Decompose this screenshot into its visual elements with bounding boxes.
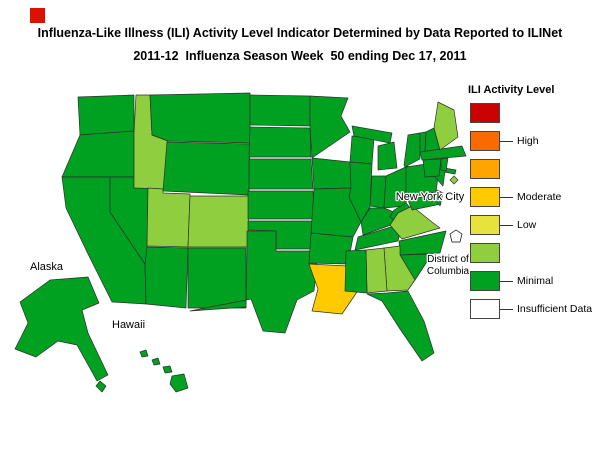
state-ak[interactable] bbox=[14, 276, 109, 382]
legend-label: High bbox=[517, 135, 539, 147]
legend-tick bbox=[500, 281, 513, 282]
state-dc[interactable] bbox=[449, 229, 463, 243]
state-nyc[interactable] bbox=[449, 175, 459, 185]
state-me[interactable] bbox=[433, 101, 459, 151]
state-ms[interactable] bbox=[344, 249, 368, 294]
state-nm[interactable] bbox=[187, 247, 247, 309]
state-hi[interactable] bbox=[151, 357, 161, 366]
legend-swatch bbox=[470, 271, 500, 291]
state-ma[interactable] bbox=[419, 145, 467, 161]
state-ny[interactable] bbox=[403, 132, 421, 168]
legend-item bbox=[470, 103, 600, 123]
state-mn[interactable] bbox=[309, 95, 351, 159]
state-al[interactable] bbox=[365, 247, 388, 294]
legend-rows: High Moderate Low Minimal Insufficient Data bbox=[470, 103, 600, 343]
state-ia[interactable] bbox=[311, 157, 353, 190]
legend-swatch bbox=[470, 215, 500, 235]
district-of-columbia-label-line1: District of bbox=[427, 254, 469, 265]
title-line-1: Influenza-Like Illness (ILI) Activity Le… bbox=[37, 26, 563, 40]
state-wi[interactable] bbox=[349, 135, 375, 165]
state-ct[interactable] bbox=[422, 158, 442, 178]
state-fl[interactable] bbox=[366, 290, 435, 362]
hawaii-label: Hawaii bbox=[112, 319, 145, 331]
legend-swatch bbox=[470, 299, 500, 319]
legend-item bbox=[470, 243, 600, 263]
state-ks[interactable] bbox=[247, 190, 315, 220]
corner-red-square bbox=[30, 8, 45, 23]
legend-swatch bbox=[470, 131, 500, 151]
legend-item: Low bbox=[470, 215, 600, 235]
legend-label: Low bbox=[517, 219, 537, 231]
legend-tick bbox=[500, 225, 513, 226]
state-wy[interactable] bbox=[162, 141, 251, 196]
state-or[interactable] bbox=[61, 130, 135, 178]
state-ut[interactable] bbox=[146, 187, 191, 248]
legend-item bbox=[470, 159, 600, 179]
legend-swatch bbox=[470, 103, 500, 123]
state-tx[interactable] bbox=[189, 230, 318, 334]
state-in[interactable] bbox=[369, 175, 387, 209]
legend-label: Moderate bbox=[517, 191, 562, 203]
title-line-2: 2011-12 Influenza Season Week 50 ending … bbox=[133, 49, 467, 63]
legend-label: Minimal bbox=[517, 275, 554, 287]
legend-title: ILI Activity Level bbox=[468, 84, 555, 96]
state-mi[interactable] bbox=[377, 141, 398, 171]
legend-swatch bbox=[470, 243, 500, 263]
state-mt[interactable] bbox=[149, 92, 251, 144]
new-york-city-label: New York City bbox=[396, 191, 465, 203]
state-ri[interactable] bbox=[440, 157, 449, 172]
alaska-label: Alaska bbox=[30, 261, 64, 273]
states-layer bbox=[14, 92, 467, 393]
legend-item: High bbox=[470, 131, 600, 151]
legend-tick bbox=[500, 197, 513, 198]
legend-tick bbox=[500, 141, 513, 142]
state-az[interactable] bbox=[144, 246, 189, 309]
state-co[interactable] bbox=[187, 195, 250, 248]
district-of-columbia-label-line2: Columbia bbox=[427, 266, 470, 277]
legend-item: Minimal bbox=[470, 271, 600, 291]
legend-swatch bbox=[470, 159, 500, 179]
state-sd[interactable] bbox=[248, 126, 312, 158]
legend-item: Insufficient Data bbox=[470, 299, 600, 319]
legend: ILI Activity Level High Moderate Low Minima… bbox=[466, 84, 600, 344]
state-hi[interactable] bbox=[139, 349, 149, 358]
state-md[interactable] bbox=[407, 193, 442, 211]
state-ak[interactable] bbox=[95, 380, 107, 393]
state-de[interactable] bbox=[434, 189, 444, 207]
legend-label: Insufficient Data bbox=[517, 303, 593, 315]
state-hi[interactable] bbox=[169, 373, 189, 393]
state-ne[interactable] bbox=[248, 158, 314, 190]
state-wa[interactable] bbox=[77, 94, 135, 136]
state-nd[interactable] bbox=[249, 94, 311, 127]
legend-item: Moderate bbox=[470, 187, 600, 207]
state-hi[interactable] bbox=[162, 365, 173, 374]
legend-tick bbox=[500, 309, 513, 310]
legend-swatch bbox=[470, 187, 500, 207]
map-labels-layer: Alaska Hawaii New York City District of … bbox=[29, 190, 471, 333]
